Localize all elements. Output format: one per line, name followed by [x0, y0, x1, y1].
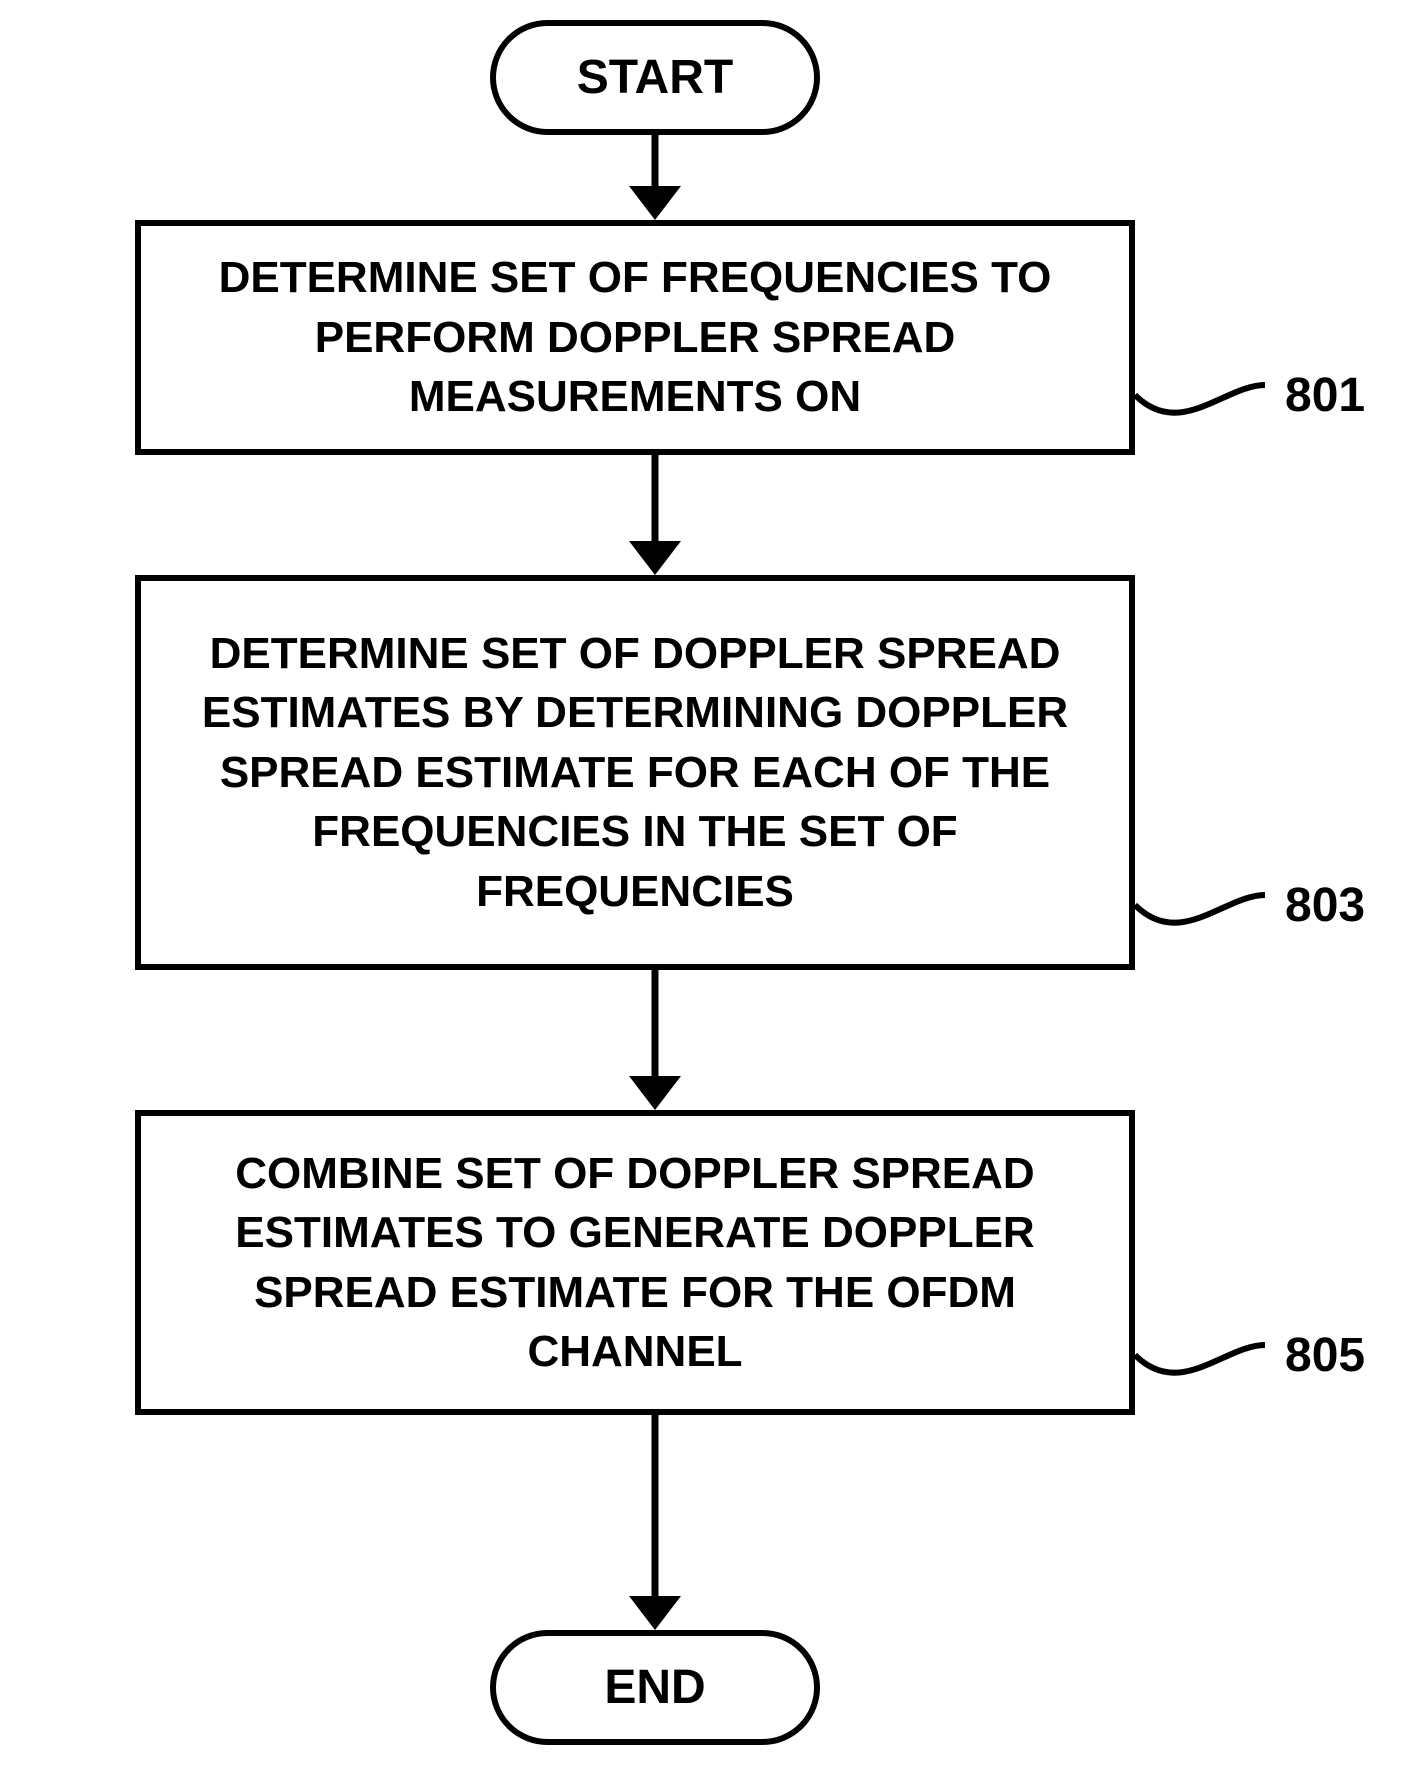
start-terminator: START [490, 20, 820, 135]
callout-label-2: 805 [1285, 1328, 1365, 1383]
process-s1: DETERMINE SET OF FREQUENCIES TO PERFORM … [135, 220, 1135, 455]
process-s2: DETERMINE SET OF DOPPLER SPREAD ESTIMATE… [135, 575, 1135, 970]
process-s3-text: COMBINE SET OF DOPPLER SPREAD ESTIMATES … [161, 1144, 1109, 1382]
process-s1-text: DETERMINE SET OF FREQUENCIES TO PERFORM … [161, 248, 1109, 426]
callout-label-0: 801 [1285, 368, 1365, 423]
end-label: END [604, 1660, 705, 1715]
start-label: START [577, 50, 733, 105]
process-s3: COMBINE SET OF DOPPLER SPREAD ESTIMATES … [135, 1110, 1135, 1415]
process-s2-text: DETERMINE SET OF DOPPLER SPREAD ESTIMATE… [161, 624, 1109, 921]
callout-label-1: 803 [1285, 878, 1365, 933]
end-terminator: END [490, 1630, 820, 1745]
